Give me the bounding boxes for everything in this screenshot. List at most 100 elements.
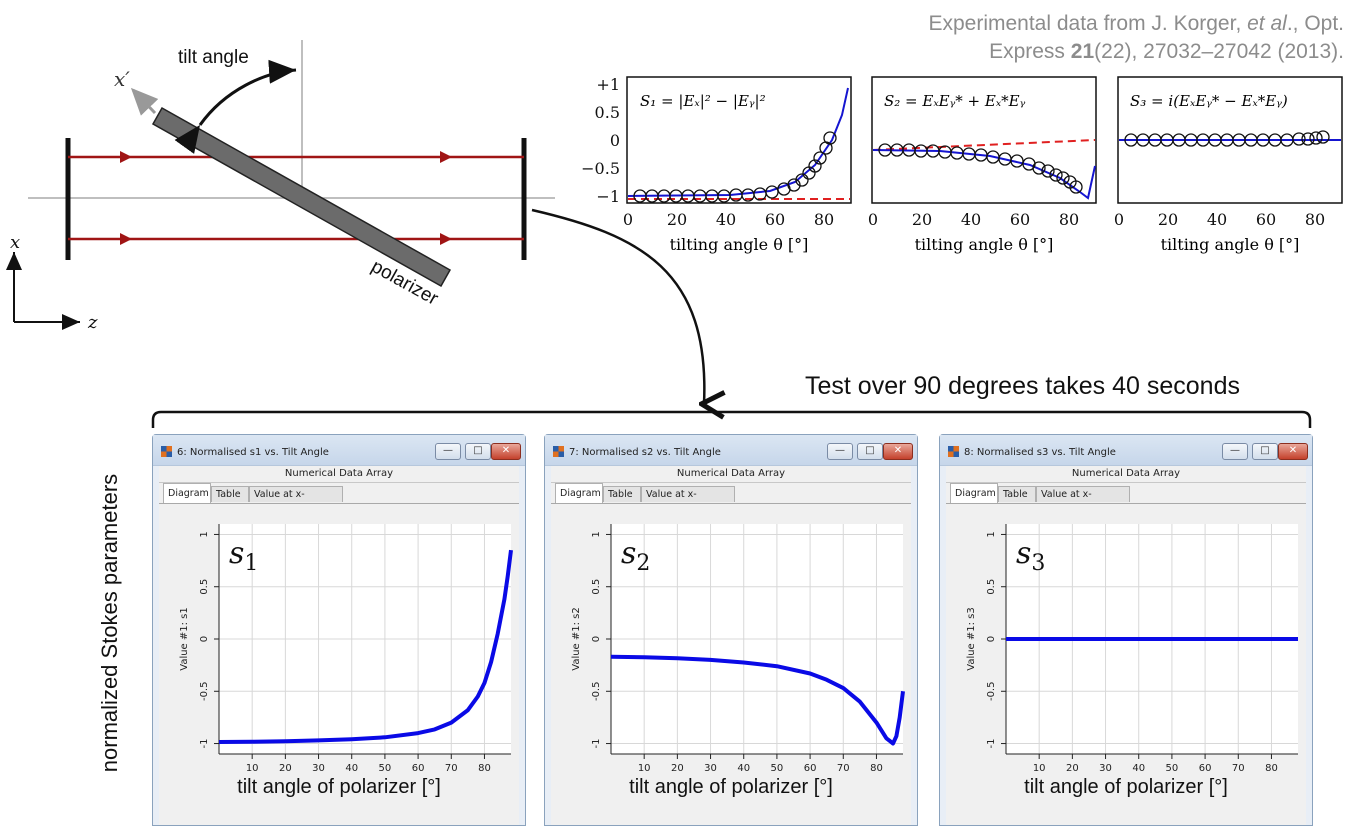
minimize-button[interactable]: — <box>827 443 853 460</box>
ytick-label: 0.5 <box>199 579 210 595</box>
xtick-label: 60 <box>412 763 425 774</box>
window-title: 6: Normalised s1 vs. Tilt Angle <box>177 447 329 458</box>
close-icon: ✕ <box>893 445 903 456</box>
ytick-label: 0.5 <box>986 579 997 595</box>
stokes-symbol: s3 <box>1016 536 1045 576</box>
stokes-symbol-letter: s <box>1016 536 1032 571</box>
window-subheader: Numerical Data Array <box>551 466 911 483</box>
window-subheader: Numerical Data Array <box>159 466 519 483</box>
tab-diagram[interactable]: Diagram <box>555 483 603 503</box>
close-icon: ✕ <box>501 445 511 456</box>
chart-svg: 10 20 30 40 50 60 70 80 1 0.5 0 -0.5 -1 Value #1: s2 <box>571 524 905 774</box>
x-axis-label: x <box>10 232 20 253</box>
xtick-label: 40 <box>737 763 750 774</box>
ytick-label: 0 <box>199 636 210 642</box>
tab-diagram[interactable]: Diagram <box>950 483 998 503</box>
paper-plot-s2: S₂ = EₓEᵧ* + Eₓ*Eᵧ 0 20 40 60 80 tilting… <box>868 76 1097 254</box>
paper-xlabel: tilting angle θ [°] <box>915 235 1054 254</box>
paper-xtick: 60 <box>1010 210 1030 229</box>
y-axis-label: Value #1: s1 <box>179 607 190 671</box>
close-button[interactable]: ✕ <box>491 443 521 460</box>
paper-xtick: 20 <box>1158 210 1178 229</box>
xtick-label: 50 <box>771 763 784 774</box>
paper-xtick: 80 <box>1305 210 1325 229</box>
xtick-label: 60 <box>1199 763 1212 774</box>
app-icon <box>553 446 564 457</box>
stokes-symbol-index: 1 <box>244 551 259 576</box>
tab-value-at-x-coordinate[interactable]: Value at x-Coordinate <box>1036 486 1130 516</box>
paper-xtick: 0 <box>868 210 878 229</box>
ytick-label: -0.5 <box>199 682 210 702</box>
citation-text: (22), 27032–27042 (2013). <box>1094 40 1344 63</box>
xtick-label: 50 <box>1166 763 1179 774</box>
stokes-symbol-letter: s <box>229 536 245 571</box>
close-button[interactable]: ✕ <box>1278 443 1308 460</box>
tab-table[interactable]: Table <box>211 486 249 502</box>
xtick-label: 80 <box>1265 763 1278 774</box>
paper-xtick: 20 <box>912 210 932 229</box>
paper-xtick: 40 <box>1207 210 1227 229</box>
diagram-window-3: 8: Normalised s3 vs. Tilt Angle — □ ✕ Nu… <box>939 434 1313 826</box>
tilt-angle-label: tilt angle <box>178 47 249 68</box>
paper-ytick: +1 <box>596 75 620 94</box>
app-icon <box>948 446 959 457</box>
window-title: 8: Normalised s3 vs. Tilt Angle <box>964 447 1116 458</box>
y-axis-label: Value #1: s2 <box>571 607 582 671</box>
app-icon <box>161 446 172 457</box>
xtick-label: 20 <box>671 763 684 774</box>
ytick-label: -0.5 <box>986 682 997 702</box>
series-line <box>218 549 513 744</box>
stokes-symbol-letter: s <box>621 536 637 571</box>
close-icon: ✕ <box>1288 445 1298 456</box>
ytick-label: 0 <box>591 636 602 642</box>
ytick-label: 1 <box>591 531 602 537</box>
paper-xtick: 40 <box>716 210 736 229</box>
window-titlebar[interactable]: 6: Normalised s1 vs. Tilt Angle — □ ✕ <box>153 435 525 466</box>
close-button[interactable]: ✕ <box>883 443 913 460</box>
paper-xtick: 60 <box>765 210 785 229</box>
diagram-panel: 10 20 30 40 50 60 70 80 1 0.5 0 -0.5 -1 Value #1: s2 s… <box>551 504 911 825</box>
maximize-button[interactable]: □ <box>857 443 883 460</box>
paper-plots: S₁ = |Eₓ|² − |Eᵧ|² +1 0.5 0 −0.5 −1 0 20… <box>581 75 1343 254</box>
ytick-label: -1 <box>199 739 210 749</box>
maximize-button[interactable]: □ <box>1252 443 1278 460</box>
citation-text: Express <box>989 40 1071 63</box>
tab-value-at-x-coordinate[interactable]: Value at x-Coordinate <box>249 486 343 516</box>
minimize-button[interactable]: — <box>435 443 461 460</box>
paper-ytick: −0.5 <box>581 159 620 178</box>
xtick-label: 80 <box>478 763 491 774</box>
window-subheader: Numerical Data Array <box>946 466 1306 483</box>
ytick-label: 1 <box>199 531 210 537</box>
tab-table[interactable]: Table <box>998 486 1036 502</box>
xtick-label: 70 <box>445 763 458 774</box>
paper-xtick: 80 <box>1059 210 1079 229</box>
stokes-symbol: s1 <box>229 536 258 576</box>
paper-xlabel: tilting angle θ [°] <box>670 235 809 254</box>
paper-xlabel: tilting angle θ [°] <box>1161 235 1300 254</box>
window-titlebar[interactable]: 7: Normalised s2 vs. Tilt Angle — □ ✕ <box>545 435 917 466</box>
citation-etal: et al <box>1247 12 1287 35</box>
y-axis-label: Value #1: s3 <box>966 607 977 671</box>
tab-value-at-x-coordinate[interactable]: Value at x-Coordinate <box>641 486 735 516</box>
x-axis-label: tilt angle of polarizer [°] <box>629 776 833 798</box>
window-titlebar[interactable]: 8: Normalised s3 vs. Tilt Angle — □ ✕ <box>940 435 1312 466</box>
maximize-icon: □ <box>1260 445 1270 456</box>
paper-xtick: 0 <box>623 210 633 229</box>
x-prime-label: x′ <box>114 67 130 91</box>
maximize-button[interactable]: □ <box>465 443 491 460</box>
series-line <box>610 654 905 746</box>
xtick-label: 20 <box>279 763 292 774</box>
polarizer-schematic: tilt angle x′ polarizer x z <box>5 40 555 333</box>
tab-table[interactable]: Table <box>603 486 641 502</box>
stokes-symbol: s2 <box>621 536 650 576</box>
citation: Experimental data from J. Korger, et al.… <box>704 10 1344 66</box>
xtick-label: 40 <box>1132 763 1145 774</box>
minimize-button[interactable]: — <box>1222 443 1248 460</box>
stokes-parameters-ylabel: normalized Stokes parameters <box>97 473 122 773</box>
diagram-panel: 10 20 30 40 50 60 70 80 1 0.5 0 -0.5 -1 Value #1: s3 s… <box>946 504 1306 825</box>
xtick-label: 60 <box>804 763 817 774</box>
tab-diagram[interactable]: Diagram <box>163 483 211 503</box>
xtick-label: 40 <box>345 763 358 774</box>
